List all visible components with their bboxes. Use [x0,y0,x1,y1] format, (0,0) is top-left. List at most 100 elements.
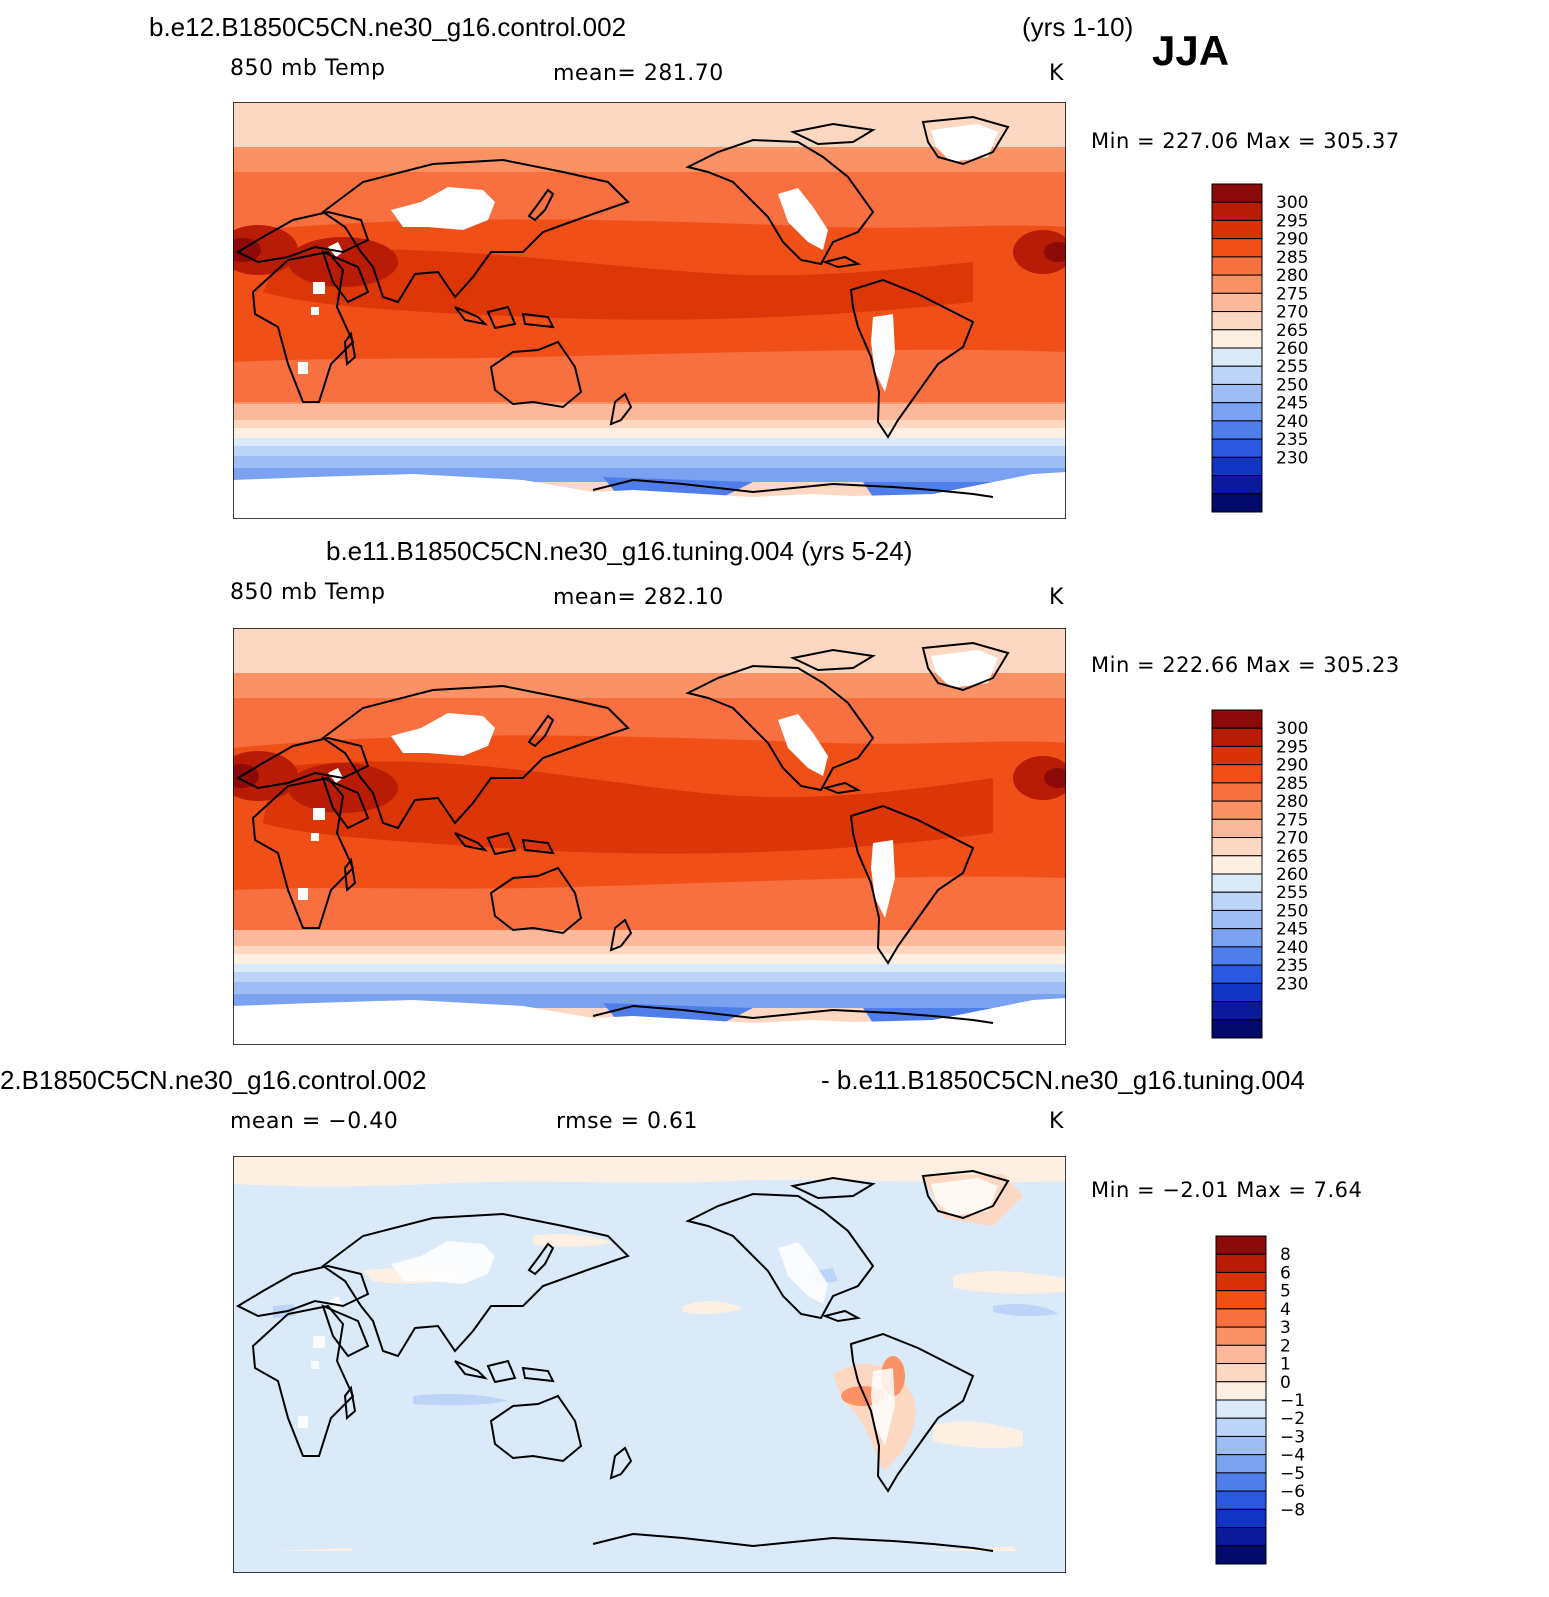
colorbar-tick-label: 250 [1276,375,1308,395]
panel1-colorbar: 3002952902852802752702652602552502452402… [1211,183,1308,513]
colorbar-swatch [1211,800,1263,820]
colorbar-swatch [1211,837,1263,857]
colorbar-swatch [1215,1344,1267,1365]
colorbar-tick-label: 280 [1276,266,1308,286]
panel2-mean-label: mean= 282.10 [553,585,724,610]
colorbar-swatch [1211,347,1263,367]
panel2-units-label: K [1049,585,1064,610]
colorbar-tick-label: 295 [1276,737,1308,757]
colorbar-swatch [1211,183,1263,203]
colorbar-swatch [1211,1001,1263,1021]
colorbar-tick-label: 275 [1276,284,1308,304]
colorbar-swatch [1215,1508,1267,1529]
colorbar-swatch [1211,493,1263,513]
panel1-map [233,102,1066,519]
colorbar-swatch [1215,1472,1267,1492]
colorbar-tick-label: −3 [1280,1427,1305,1447]
season-label: JJA [1152,27,1230,74]
colorbar-swatch [1215,1235,1267,1255]
colorbar-swatch [1211,909,1263,930]
colorbar-tick-label: 230 [1276,974,1308,994]
panel1-mean-label: mean= 281.70 [553,61,724,86]
panel1-variable-label: 850 mb Temp [230,56,386,81]
colorbar-tick-label: −4 [1280,1446,1305,1466]
colorbar-swatch [1215,1363,1267,1383]
colorbar-tick-label: 260 [1276,865,1308,885]
panel2-case-title: b.e11.B1850C5CN.ne30_g16.tuning.004 (yrs… [326,536,913,566]
colorbar-swatch [1215,1271,1267,1292]
colorbar-tick-label: 3 [1280,1318,1291,1338]
colorbar-tick-label: 5 [1280,1282,1291,1302]
colorbar-tick-label: 8 [1280,1245,1291,1265]
colorbar-swatch [1211,201,1263,221]
colorbar-swatch [1215,1490,1267,1510]
colorbar-swatch [1211,383,1263,404]
colorbar-swatch [1211,891,1263,911]
colorbar-tick-label: 235 [1276,430,1308,450]
colorbar-tick-label: 290 [1276,756,1308,776]
panel2-colorbar: 3002952902852802752702652602552502452402… [1211,709,1308,1039]
colorbar-tick-label: 295 [1276,211,1308,231]
colorbar-swatch [1211,727,1263,747]
panel3-minus-title: - b.e11.B1850C5CN.ne30_g16.tuning.004 [821,1065,1305,1095]
colorbar-swatch [1215,1417,1267,1437]
panel3-rmse-label: rmse = 0.61 [556,1109,698,1134]
colorbar-swatch [1211,256,1263,276]
colorbar-swatch [1211,782,1263,802]
colorbar-swatch [1211,311,1263,331]
colorbar-tick-label: 1 [1280,1355,1291,1375]
colorbar-tick-label: 265 [1276,321,1308,341]
panel3-map [233,1156,1066,1573]
panel1-units-label: K [1049,61,1064,86]
colorbar-tick-label: 245 [1276,394,1308,414]
colorbar-swatch [1211,764,1263,784]
colorbar-tick-label: 230 [1276,448,1308,468]
colorbar-swatch [1211,292,1263,313]
colorbar-swatch [1211,438,1263,458]
colorbar-swatch [1215,1308,1267,1328]
colorbar-swatch [1211,329,1263,349]
colorbar-tick-label: 4 [1280,1300,1291,1320]
colorbar-tick-label: 260 [1276,339,1308,359]
colorbar-swatch [1211,928,1263,948]
colorbar-swatch [1215,1527,1267,1547]
colorbar-tick-label: 270 [1276,303,1308,323]
colorbar-swatch [1211,420,1263,440]
colorbar-tick-label: 255 [1276,883,1308,903]
colorbar-tick-label: 300 [1276,719,1308,739]
colorbar-swatch [1211,709,1263,729]
colorbar-swatch [1215,1290,1267,1310]
colorbar-tick-label: −1 [1280,1391,1305,1411]
colorbar-swatch [1215,1435,1267,1456]
colorbar-swatch [1211,982,1263,1003]
colorbar-swatch [1211,274,1263,294]
colorbar-tick-label: −8 [1280,1500,1305,1520]
panel2-map [233,628,1066,1045]
colorbar-tick-label: −6 [1280,1482,1305,1502]
panel3-case-title: 2.B1850C5CN.ne30_g16.control.002 [0,1065,427,1095]
panel3-minmax-label: Min = −2.01 Max = 7.64 [1091,1178,1363,1202]
colorbar-swatch [1215,1326,1267,1346]
colorbar-tick-label: 240 [1276,412,1308,432]
panel1-years-label: (yrs 1-10) [1022,12,1134,42]
colorbar-tick-label: 245 [1276,920,1308,940]
colorbar-tick-label: 300 [1276,193,1308,213]
colorbar-tick-label: 285 [1276,774,1308,794]
panel3-units-label: K [1049,1109,1064,1134]
colorbar-tick-label: 2 [1280,1336,1291,1356]
colorbar-tick-label: −2 [1280,1409,1305,1429]
colorbar-swatch [1211,946,1263,966]
colorbar-swatch [1211,855,1263,875]
colorbar-tick-label: 265 [1276,847,1308,867]
colorbar-tick-label: 240 [1276,938,1308,958]
colorbar-swatch [1215,1253,1267,1273]
panel2-variable-label: 850 mb Temp [230,580,386,605]
panel1-case-title: b.e12.B1850C5CN.ne30_g16.control.002 [149,12,627,42]
colorbar-tick-label: 255 [1276,357,1308,377]
colorbar-tick-label: 250 [1276,901,1308,921]
colorbar-swatch [1211,365,1263,385]
panel3-mean-label: mean = −0.40 [230,1109,399,1134]
colorbar-tick-label: 235 [1276,956,1308,976]
